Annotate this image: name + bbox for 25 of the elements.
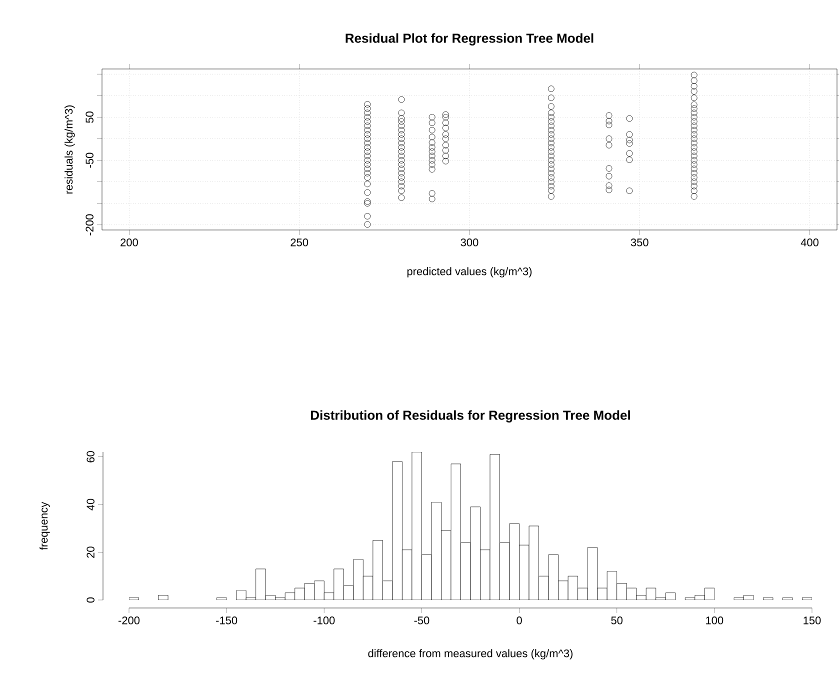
chart-title: Distribution of Residuals for Regression Tree Model — [311, 410, 630, 422]
x-tick-label: -50 — [414, 616, 430, 624]
x-tick-label: 400 — [800, 238, 819, 246]
x-tick-label: -150 — [216, 616, 238, 624]
x-tick-label: 350 — [630, 238, 648, 246]
x-tick-label: 0 — [516, 616, 522, 624]
y-axis-title: frequency — [40, 502, 50, 550]
x-tick-label: -200 — [118, 616, 140, 624]
y-tick-label: 40 — [86, 498, 94, 510]
x-axis-title: predicted values (kg/m^3) — [407, 267, 532, 278]
y-axis-title: residuals (kg/m^3) — [64, 105, 75, 194]
x-tick-label: 200 — [120, 238, 138, 246]
x-tick-label: 300 — [460, 238, 478, 246]
chart-title: Residual Plot for Regression Tree Model — [346, 33, 594, 46]
y-tick-label: 60 — [86, 451, 94, 462]
x-tick-label: 100 — [706, 616, 724, 624]
x-tick-label: 50 — [611, 616, 623, 624]
y-tick-label: 50 — [86, 112, 94, 123]
x-tick-label: 250 — [290, 238, 308, 246]
x-tick-label: 150 — [804, 616, 821, 624]
y-tick-label: 20 — [86, 546, 94, 558]
y-tick-label: -50 — [86, 152, 94, 168]
x-axis-title: difference from measured values (kg/m^3) — [368, 649, 573, 660]
y-tick-label: 0 — [86, 597, 94, 603]
x-tick-label: -100 — [314, 616, 335, 624]
